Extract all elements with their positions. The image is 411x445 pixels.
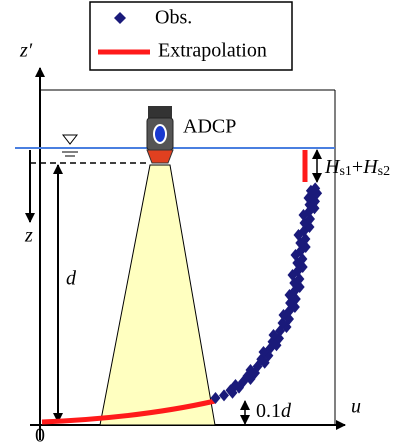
adcp-head (146, 149, 174, 164)
obs-point (210, 392, 221, 404)
obs-point (310, 182, 321, 195)
tenth-d-label: 0.1d (256, 400, 292, 422)
hs2-sub: s2 (378, 164, 390, 179)
legend-obs: Obs. (155, 7, 192, 29)
beam-cone (99, 164, 216, 426)
d-label: d (66, 268, 77, 290)
adcp-logo (153, 124, 167, 144)
hs1-sub: s1 (339, 164, 351, 179)
hs1: H (324, 156, 341, 178)
obs-point (300, 233, 311, 245)
hs-label: Hs1+Hs2 (324, 156, 390, 180)
origin-label: 0 (35, 425, 45, 445)
u-label: u (351, 396, 361, 418)
tenth: 0.1 (256, 400, 281, 422)
bottom-extrapolation (41, 398, 216, 425)
z-label: z (24, 225, 33, 247)
water-symbol (61, 134, 79, 145)
z-prime-label: z′ (19, 40, 33, 62)
legend-extrap: Extrapolation (158, 40, 267, 62)
tenth-d: d (281, 400, 292, 422)
legend-obs-marker (114, 12, 126, 24)
hs2: H (362, 156, 379, 178)
obs-point (245, 364, 256, 376)
adcp-label: ADCP (183, 116, 236, 138)
plus: + (352, 156, 363, 178)
adcp-top (148, 106, 172, 118)
obs-point (219, 389, 229, 402)
legend-box (89, 1, 293, 71)
observations (210, 182, 323, 404)
